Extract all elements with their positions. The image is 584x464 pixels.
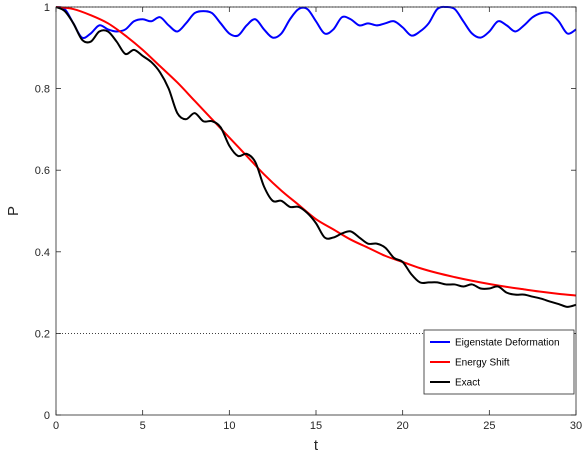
y-tick-label: 0.6	[35, 165, 50, 177]
y-axis-label: P	[5, 206, 22, 216]
y-tick-label: 0.8	[35, 84, 50, 96]
x-axis-label: t	[314, 437, 319, 454]
ticks	[55, 6, 577, 416]
x-tick-label: 20	[397, 420, 409, 432]
y-tick-label: 0.4	[35, 247, 50, 259]
series-line-energy-shift	[55, 6, 577, 297]
series-layer	[55, 5, 577, 308]
x-tick-label: 5	[140, 420, 146, 432]
y-tick-label: 1	[44, 2, 50, 14]
legend: Eigenstate Deformation Energy Shift Exact	[423, 329, 575, 395]
tick-labels: 0 5 10 15 20 25 30 0 0.2 0.4 0.6 0.8 1	[35, 2, 582, 432]
series-line-eigenstate-deformation	[55, 5, 577, 39]
legend-label-exact: Exact	[455, 378, 480, 389]
x-tick-label: 0	[53, 420, 59, 432]
legend-label-energy-shift: Energy Shift	[455, 358, 510, 369]
legend-label-eigenstate-deformation: Eigenstate Deformation	[455, 338, 560, 349]
y-tick-label: 0	[44, 410, 50, 422]
x-tick-label: 10	[223, 420, 235, 432]
x-tick-label: 15	[310, 420, 322, 432]
x-tick-label: 25	[483, 420, 495, 432]
x-tick-label: 30	[570, 420, 582, 432]
series-line-exact	[55, 6, 577, 308]
y-tick-label: 0.2	[35, 328, 50, 340]
